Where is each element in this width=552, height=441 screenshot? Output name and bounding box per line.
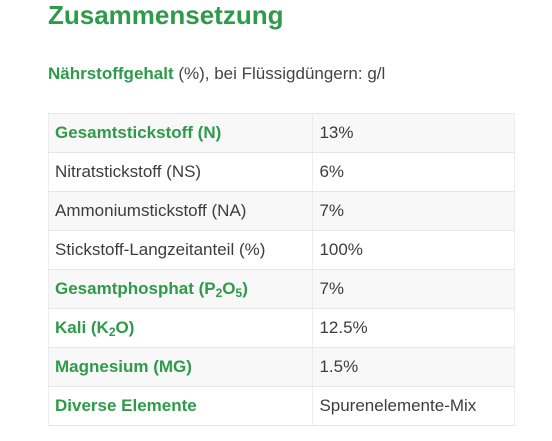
table-row: Nitratstickstoff (NS) 6%: [47, 152, 515, 192]
nutrient-value: 13%: [312, 113, 515, 153]
nutrient-value: Spurenelemente-Mix: [312, 386, 515, 426]
nutrient-content-unit-note: (%), bei Flüssigdüngern: g/l: [173, 64, 386, 83]
nutrient-value: 12.5%: [312, 308, 515, 348]
nutrient-label: Gesamtstickstoff (N): [47, 113, 314, 153]
nutrient-label-part: Gesamtphosphat (P: [55, 279, 216, 298]
table-row: Ammoniumstickstoff (NA) 7%: [47, 191, 515, 231]
nutrient-label: Magnesium (MG): [47, 347, 314, 387]
nutrient-label-part: O: [222, 279, 236, 298]
nutrient-label-part: ): [242, 279, 248, 298]
table-row: Stickstoff-Langzeitanteil (%) 100%: [47, 230, 515, 270]
subscript: 5: [235, 286, 243, 300]
nutrient-label: Gesamtphosphat (P2O5): [47, 269, 314, 309]
nutrient-label-part: Kali (K: [55, 318, 109, 337]
table-row: Magnesium (MG) 1.5%: [47, 347, 515, 387]
nutrient-value: 7%: [312, 269, 515, 309]
section-title: Zusammensetzung: [48, 0, 284, 30]
subscript: 2: [215, 286, 223, 300]
table-row: Gesamtstickstoff (N) 13%: [47, 113, 515, 153]
nutrient-label: Diverse Elemente: [47, 386, 314, 426]
table-row: Kali (K2O) 12.5%: [47, 308, 515, 348]
nutrient-label-part: O): [115, 318, 135, 337]
nutrient-content-label: Nährstoffgehalt: [48, 64, 174, 83]
nutrient-content-note: Nährstoffgehalt (%), bei Flüssigdüngern:…: [48, 63, 385, 85]
nutrient-label: Stickstoff-Langzeitanteil (%): [47, 230, 314, 270]
nutrient-table: Gesamtstickstoff (N) 13% Nitratstickstof…: [47, 113, 515, 426]
nutrient-value: 1.5%: [312, 347, 515, 387]
nutrient-label: Nitratstickstoff (NS): [47, 152, 314, 192]
nutrient-value: 100%: [312, 230, 515, 270]
nutrient-value: 7%: [312, 191, 515, 231]
subscript: 2: [108, 325, 116, 339]
nutrient-value: 6%: [312, 152, 515, 192]
nutrient-label: Kali (K2O): [47, 308, 314, 348]
table-row: Diverse Elemente Spurenelemente-Mix: [47, 386, 515, 426]
table-row: Gesamtphosphat (P2O5) 7%: [47, 269, 515, 309]
nutrient-label: Ammoniumstickstoff (NA): [47, 191, 314, 231]
